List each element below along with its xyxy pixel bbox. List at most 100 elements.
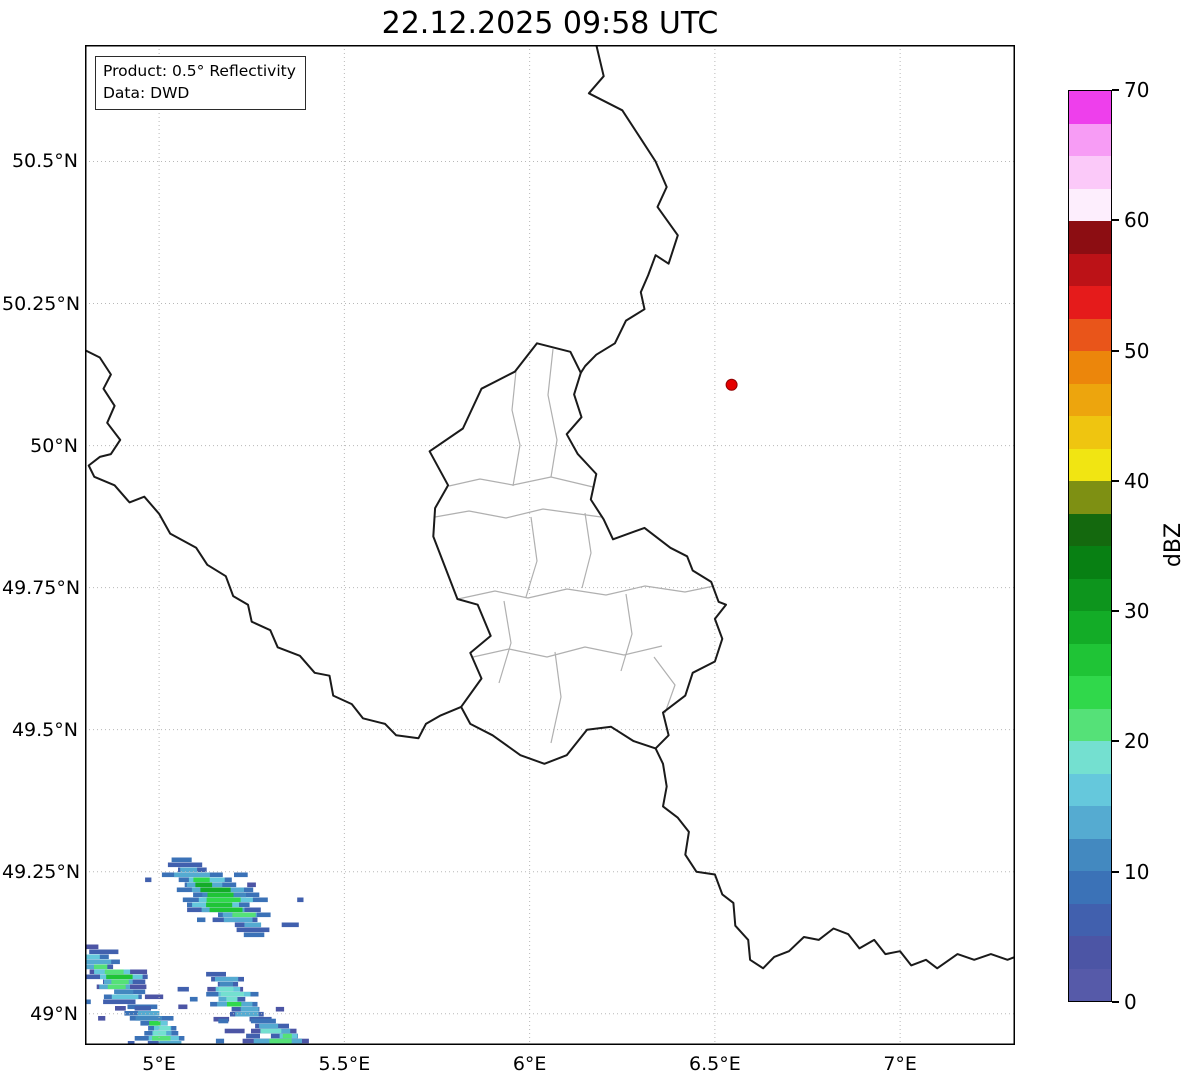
echo-strip — [85, 944, 99, 950]
colorbar-segment — [1069, 675, 1111, 709]
colorbar-tick-label: 60 — [1124, 208, 1150, 233]
echo-strip — [206, 902, 233, 908]
colorbar-label: dBZ — [1160, 522, 1186, 568]
echo-strip — [114, 989, 134, 995]
echo-strip — [152, 1036, 171, 1041]
echo-strip — [247, 882, 256, 888]
colorbar-segment — [1069, 123, 1111, 156]
graticule-gridlines — [85, 45, 1015, 1045]
echo-strip — [223, 917, 253, 923]
echo-strip — [98, 1016, 106, 1021]
echo-strip — [153, 1031, 167, 1036]
echo-strip — [144, 994, 164, 1000]
colorbar-segment — [1069, 870, 1111, 904]
colorbar-segment — [1069, 253, 1111, 286]
echo-strip — [195, 882, 213, 888]
y-tick-label: 50.25°N — [2, 292, 81, 315]
echo-strip — [236, 927, 270, 933]
echo-strip — [106, 974, 133, 980]
colorbar-tick-label: 70 — [1124, 78, 1150, 102]
echo-strip — [171, 857, 192, 863]
echo-strip — [235, 1011, 259, 1017]
echo-strip — [85, 954, 100, 960]
echo-strip — [227, 1001, 242, 1007]
echo-strip — [215, 976, 239, 982]
echo-strip — [85, 959, 112, 965]
echo-strip — [94, 964, 108, 970]
echo-strip — [134, 1006, 151, 1011]
echo-strip — [282, 1033, 292, 1039]
colorbar-segment — [1069, 838, 1111, 871]
canton-borders — [434, 348, 715, 744]
x-tick-label: 7°E — [883, 1053, 917, 1075]
echo-strip — [240, 1006, 259, 1012]
colorbar-segment — [1069, 415, 1111, 449]
colorbar — [1068, 90, 1112, 1002]
colorbar-tick-label: 50 — [1124, 338, 1150, 363]
border-belgium-germany — [579, 45, 679, 374]
echo-strip — [220, 991, 244, 997]
echo-strip — [145, 877, 152, 883]
echo-strip — [158, 1041, 182, 1045]
colorbar-segment — [1069, 805, 1111, 839]
colorbar-segment — [1069, 285, 1111, 319]
colorbar-segment — [1069, 513, 1111, 546]
echo-strip — [260, 1028, 282, 1034]
echo-strip — [167, 862, 203, 868]
echo-strip — [297, 897, 304, 903]
echo-strip — [127, 1041, 135, 1045]
colorbar-segment — [1069, 383, 1111, 416]
colorbar-tick-mark — [1112, 479, 1119, 482]
annotation-box: Product: 0.5° Reflectivity Data: DWD — [95, 56, 306, 110]
echo-strip — [269, 1038, 292, 1044]
annotation-product: Product: 0.5° Reflectivity — [103, 62, 296, 80]
border-luxembourg — [428, 342, 727, 765]
echo-strip — [180, 867, 198, 873]
echo-strip — [149, 1021, 161, 1026]
colorbar-tick-label: 30 — [1124, 599, 1150, 624]
echo-strip — [111, 979, 129, 985]
echo-strip — [137, 1011, 160, 1016]
colorbar-segment — [1069, 480, 1111, 514]
echo-strip — [232, 912, 256, 918]
echo-strip — [115, 1006, 126, 1011]
echo-strip — [259, 1023, 279, 1029]
echo-strip — [89, 949, 119, 955]
echo-strip — [189, 996, 198, 1002]
colorbar-tick-label: 10 — [1124, 859, 1150, 884]
echo-strip — [85, 999, 91, 1005]
colorbar-tick-mark — [1112, 610, 1119, 613]
echo-strip — [111, 994, 139, 1000]
echo-strip — [243, 932, 265, 938]
colorbar-tick-mark — [1112, 89, 1119, 91]
echo-strip — [197, 917, 206, 923]
echo-strip — [244, 922, 262, 928]
y-tick-label: 49.25°N — [2, 860, 81, 883]
y-tick-label: 49.75°N — [2, 576, 81, 599]
radar-site-marker — [725, 378, 738, 391]
colorbar-tick-mark — [1112, 219, 1119, 222]
echo-strip — [219, 981, 233, 987]
map-plot — [85, 45, 1015, 1045]
x-tick-label: 6.5°E — [689, 1053, 741, 1075]
colorbar-segment — [1069, 188, 1111, 221]
colorbar-segment — [1069, 155, 1111, 189]
colorbar-tick-mark — [1112, 740, 1119, 743]
y-tick-label: 50°N — [30, 434, 78, 457]
colorbar-segment — [1069, 708, 1111, 741]
echo-strip — [200, 887, 231, 893]
echo-strip — [174, 872, 210, 878]
colorbar-tick-mark — [1112, 870, 1119, 873]
colorbar-segment — [1069, 220, 1111, 254]
echo-strip — [281, 922, 299, 928]
echo-strip — [103, 999, 136, 1005]
colorbar-segment — [1069, 90, 1111, 124]
echo-strip — [246, 1033, 260, 1039]
echo-strip — [209, 907, 243, 913]
colorbar-segment — [1069, 578, 1111, 611]
y-tick-label: 50.5°N — [11, 150, 78, 173]
echo-strip — [104, 969, 124, 975]
x-tick-label: 6°E — [512, 1053, 547, 1075]
colorbar-segment — [1069, 740, 1111, 774]
echo-strip — [226, 996, 238, 1002]
